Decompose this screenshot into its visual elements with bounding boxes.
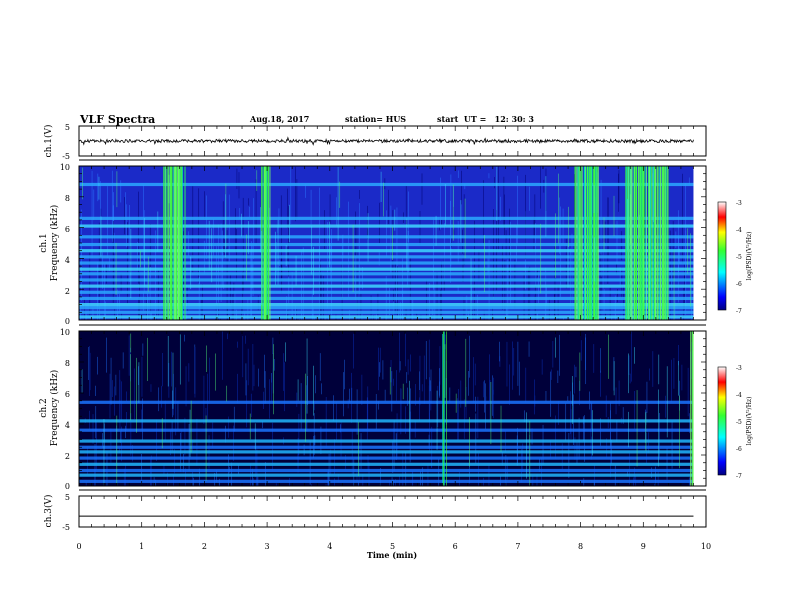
spectrogram-band: [79, 473, 694, 477]
spectrogram-band: [79, 284, 694, 288]
x-tick-label: 6: [453, 542, 458, 551]
ch3-ytick-label: 5: [65, 493, 70, 502]
ch2-spec-ytick-label: 10: [60, 328, 70, 337]
spectrogram-band: [79, 462, 694, 466]
spectrogram-band: [79, 296, 694, 301]
spectrogram-band: [79, 261, 694, 265]
x-tick-label: 3: [265, 542, 270, 551]
spectrogram-band: [79, 479, 694, 483]
ch1-colorbar-label: log(PSD)(V²/Hz): [746, 232, 753, 281]
spectrogram-band: [79, 315, 694, 319]
header-date: Aug.18, 2017: [249, 114, 309, 124]
spectrogram-band: [79, 249, 694, 253]
x-tick-label: 10: [701, 542, 711, 551]
spectrogram-band: [79, 419, 694, 423]
spectrogram-band: [79, 310, 694, 314]
ch1-colorbar-tick: -3: [736, 200, 742, 207]
ch2-spec-ytick-label: 4: [65, 421, 70, 430]
ch2-colorbar-tick: -5: [736, 419, 742, 426]
spectrogram-band: [79, 272, 694, 276]
ch3-waveform-ylabel: ch.3(V): [43, 495, 54, 528]
ch2-colorbar: [717, 366, 727, 476]
ch2-spec-ytick-label: 6: [65, 390, 70, 399]
ch1-spec-ytick-label: 4: [65, 256, 70, 265]
ch1-waveform-ylabel: ch.1(V): [43, 125, 54, 158]
spectrogram-band: [79, 278, 694, 282]
x-tick-label: 8: [578, 542, 583, 551]
x-tick-label: 0: [76, 542, 81, 551]
spectrogram-band: [79, 290, 694, 294]
ch2-spec-ytick-label: 0: [65, 482, 70, 491]
ch2-spec-ylabel-channel: ch.2: [39, 398, 49, 417]
ch2-spec-ylabel: Frequency (kHz): [49, 370, 60, 447]
ch1-spec-ylabel-channel: ch.1: [39, 233, 49, 252]
ch1-colorbar-tick: -6: [736, 281, 742, 288]
x-tick-label: 1: [139, 542, 144, 551]
spectrogram-band: [79, 450, 694, 454]
spectrogram-band: [79, 267, 694, 271]
ch1-colorbar: [717, 201, 727, 311]
spectrogram-band: [79, 242, 694, 247]
x-tick-label: 4: [327, 542, 332, 551]
x-axis-label: Time (min): [367, 550, 417, 560]
ch1-colorbar-tick: -4: [736, 227, 742, 234]
spectrogram-band: [79, 224, 694, 228]
spectrogram-band: [79, 303, 694, 307]
ch1-waveform-trace: [78, 136, 694, 146]
ch1-spectrogram: [79, 166, 694, 320]
spectrogram-band: [79, 445, 694, 449]
spectrogram-band: [79, 182, 694, 187]
x-tick-label: 2: [202, 542, 207, 551]
ch1-colorbar-tick: -5: [736, 254, 742, 261]
header-station: station= HUS: [345, 114, 406, 124]
ch1-ytick-label: -5: [62, 152, 70, 161]
x-tick-label: 7: [515, 542, 520, 551]
ch1-spec-ytick-label: 2: [65, 287, 70, 296]
spectrogram-band: [79, 468, 694, 473]
spectrogram-band: [79, 235, 694, 239]
spectrogram-band: [79, 255, 694, 259]
header-start-time: start UT = 12: 30: 3: [437, 114, 534, 124]
spectrogram-band: [79, 216, 694, 220]
ch2-colorbar-tick: -4: [736, 392, 742, 399]
spectrogram-band: [79, 439, 694, 443]
ch1-spec-ylabel: Frequency (kHz): [49, 205, 60, 282]
ch2-colorbar-label: log(PSD)(V²/Hz): [746, 397, 753, 446]
spectrogram-band: [79, 400, 694, 404]
ch1-spec-ytick-label: 0: [65, 317, 70, 326]
ch1-spec-ytick-label: 8: [65, 194, 70, 203]
ch2-spec-ytick-label: 8: [65, 359, 70, 368]
figure-title: VLF Spectra: [79, 113, 155, 126]
x-axis-tick-labels: 0 1 2 3 4 5 6 7 8 9 10: [76, 542, 711, 551]
ch2-spec-ytick-label: 2: [65, 452, 70, 461]
ch3-ytick-label: -5: [62, 523, 70, 532]
x-tick-label: 9: [641, 542, 646, 551]
ch2-spectrogram: [79, 331, 694, 486]
ch1-ytick-label: 5: [65, 123, 70, 132]
ch1-spec-ytick-label: 10: [60, 163, 70, 172]
ch2-colorbar-tick: -3: [736, 365, 742, 372]
spectrogram-band: [79, 306, 694, 310]
spectrogram-band: [79, 456, 694, 460]
ch2-colorbar-tick: -6: [736, 446, 742, 453]
axis-tick-marks: [78, 126, 707, 527]
ch2-colorbar-tick: -7: [736, 473, 742, 480]
ch1-spec-ytick-label: 6: [65, 225, 70, 234]
x-tick-label: 5: [390, 542, 395, 551]
spectrogram-band: [79, 428, 694, 432]
ch1-colorbar-tick: -7: [736, 308, 742, 315]
